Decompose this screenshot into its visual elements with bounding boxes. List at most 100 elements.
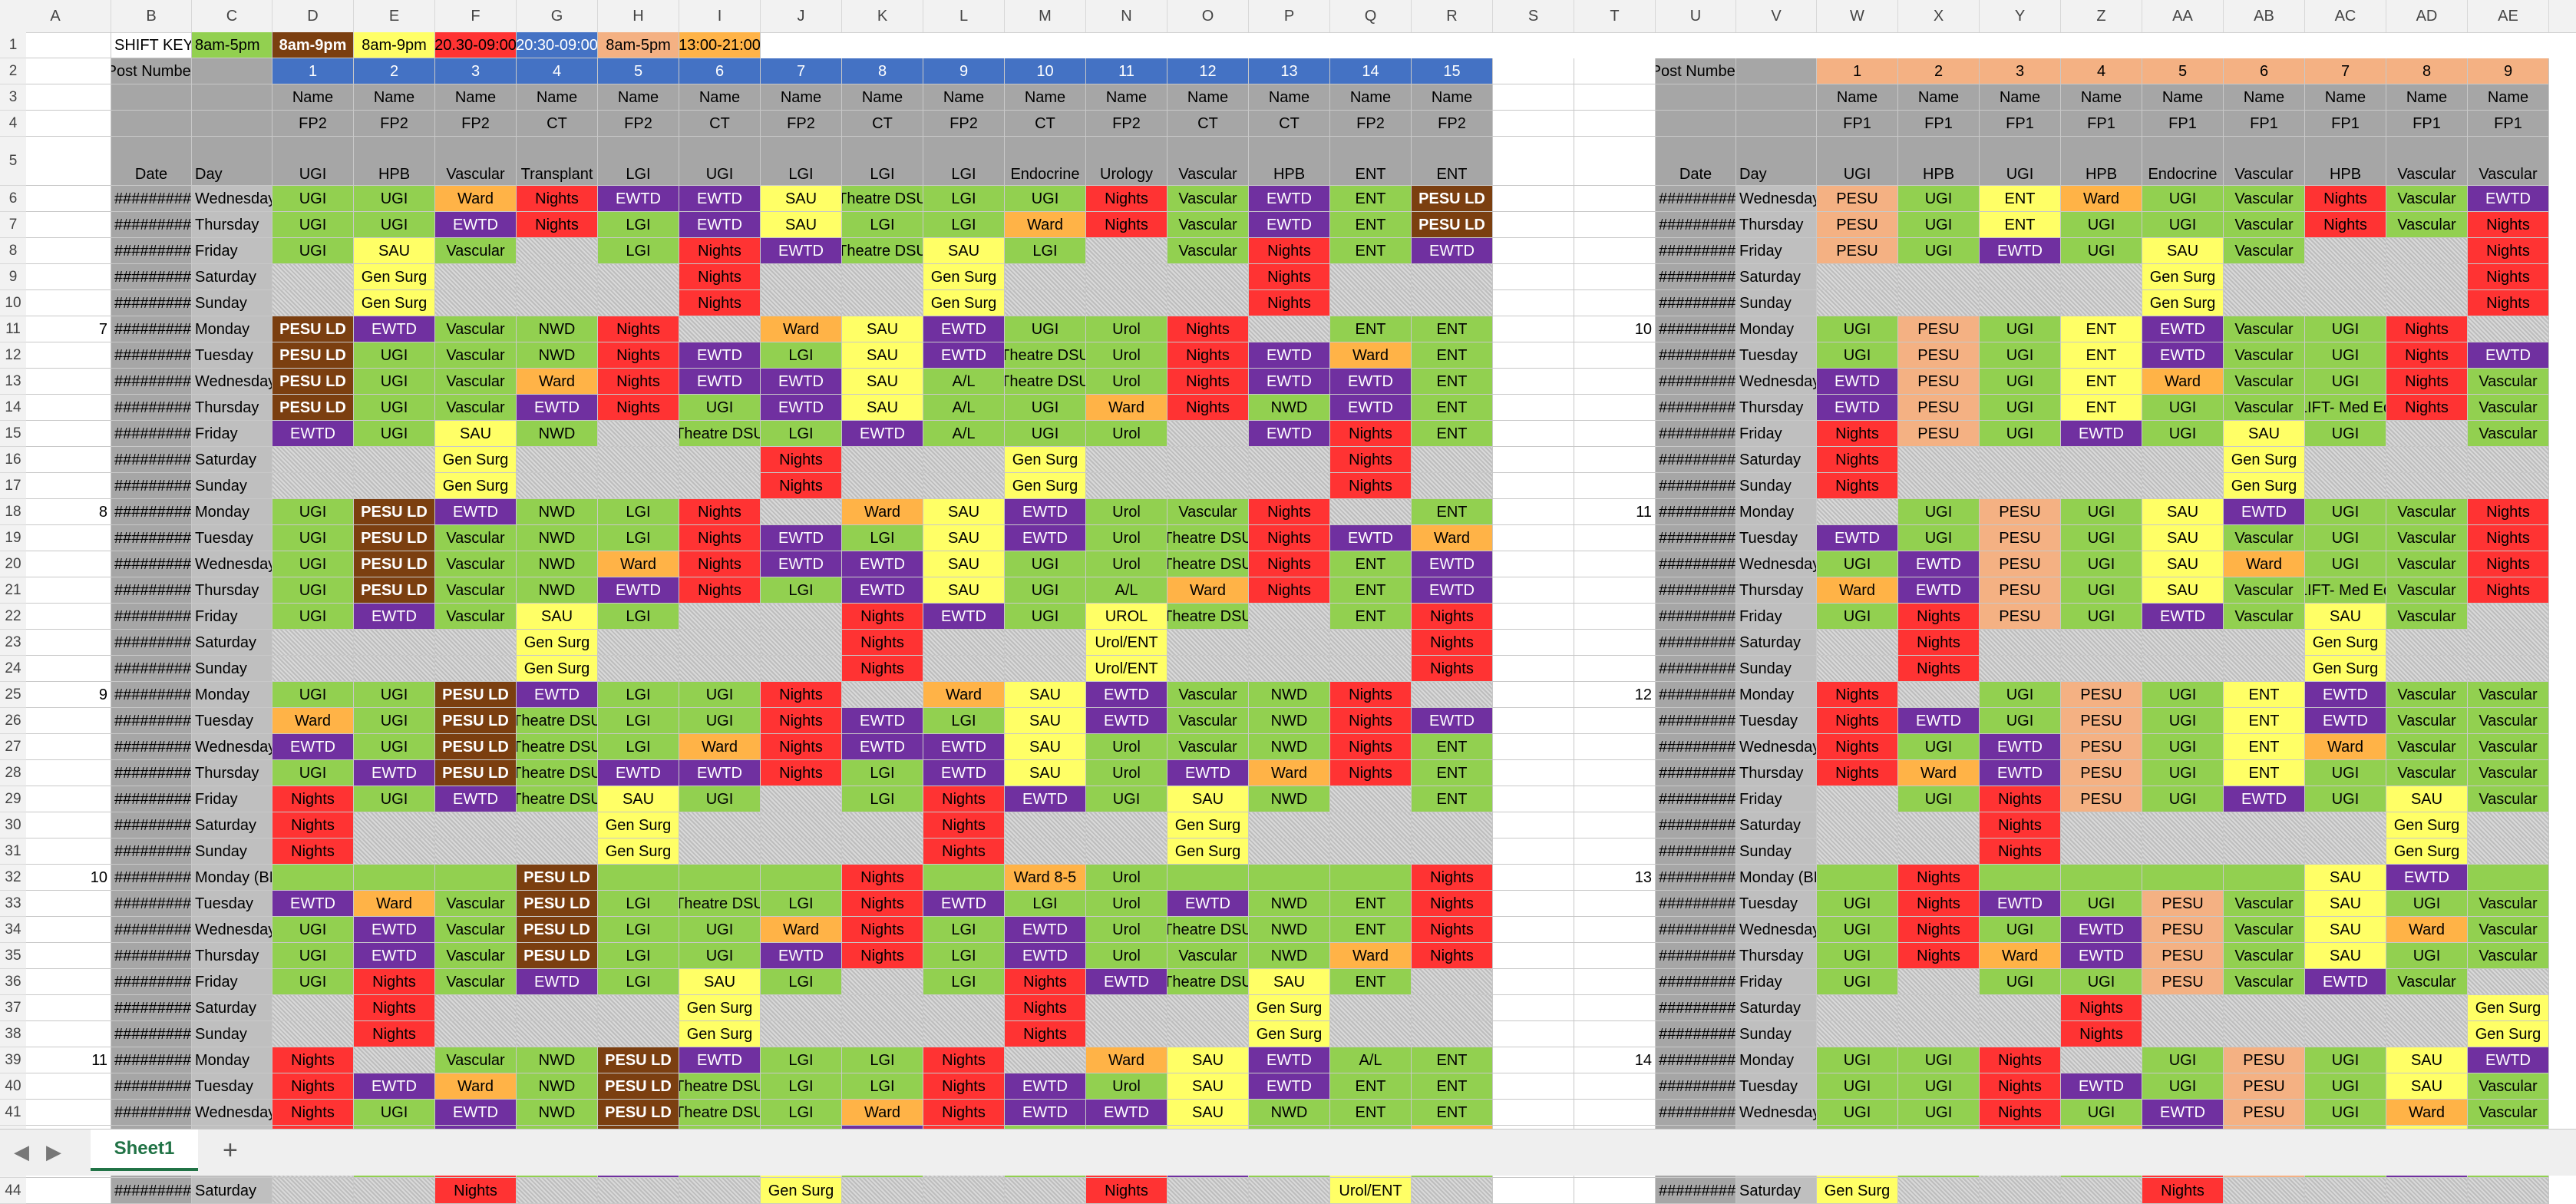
cell-J39[interactable]: LGI	[761, 1047, 842, 1073]
cell-AC30[interactable]	[2305, 812, 2386, 838]
cell-B3[interactable]	[111, 84, 192, 111]
row-header-8[interactable]: 8	[0, 238, 26, 264]
cell-R8[interactable]: EWTD	[1412, 238, 1493, 264]
cell-AA25[interactable]: UGI	[2142, 682, 2224, 708]
cell-F27[interactable]: PESU LD	[435, 734, 517, 760]
cell-I33[interactable]: Theatre DSU	[679, 891, 761, 917]
cell-H20[interactable]: Ward	[598, 551, 679, 577]
cell-Y28[interactable]: EWTD	[1980, 760, 2061, 786]
row-header-41[interactable]: 41	[0, 1100, 26, 1126]
cell-T29[interactable]	[1574, 786, 1656, 812]
cell-O18[interactable]: Vascular	[1167, 499, 1249, 525]
cell-M37[interactable]: Nights	[1005, 995, 1086, 1021]
cell-F2[interactable]: 3	[435, 58, 517, 84]
row-header-40[interactable]: 40	[0, 1073, 26, 1100]
cell-F7[interactable]: EWTD	[435, 212, 517, 238]
cell-J34[interactable]: Ward	[761, 917, 842, 943]
cell-G5[interactable]: Transplant	[517, 137, 598, 186]
cell-AB37[interactable]	[2224, 995, 2305, 1021]
cell-Y26[interactable]: UGI	[1980, 708, 2061, 734]
cell-X9[interactable]	[1898, 264, 1980, 290]
cell-O9[interactable]	[1167, 264, 1249, 290]
cell-AE13[interactable]: Vascular	[2468, 369, 2549, 395]
row-header-19[interactable]: 19	[0, 525, 26, 551]
cell-M16[interactable]: Gen Surg	[1005, 447, 1086, 473]
cell-S3[interactable]	[1493, 84, 1574, 111]
cell-W19[interactable]: EWTD	[1817, 525, 1898, 551]
cell-AE11[interactable]	[2468, 316, 2549, 342]
cell-AA10[interactable]: Gen Surg	[2142, 290, 2224, 316]
cell-C29[interactable]: Friday	[192, 786, 272, 812]
row-header-39[interactable]: 39	[0, 1047, 26, 1073]
cell-O28[interactable]: EWTD	[1167, 760, 1249, 786]
cell-F41[interactable]: EWTD	[435, 1100, 517, 1126]
cell-G29[interactable]: Theatre DSU	[517, 786, 598, 812]
cell-AE4[interactable]: FP1	[2468, 111, 2549, 137]
cell-R44[interactable]	[1412, 1178, 1493, 1204]
cell-AD6[interactable]: Vascular	[2386, 186, 2468, 212]
cell-D15[interactable]: EWTD	[272, 421, 354, 447]
cell-AE7[interactable]: Nights	[2468, 212, 2549, 238]
row-header-37[interactable]: 37	[0, 995, 26, 1021]
cell-A13[interactable]	[26, 369, 111, 395]
cell-Z23[interactable]	[2061, 630, 2142, 656]
cell-G4[interactable]: CT	[517, 111, 598, 137]
cell-AB27[interactable]: ENT	[2224, 734, 2305, 760]
cell-X16[interactable]	[1898, 447, 1980, 473]
cell-B2[interactable]: Post Number	[111, 58, 192, 84]
cell-M7[interactable]: Ward	[1005, 212, 1086, 238]
cell-O30[interactable]: Gen Surg	[1167, 812, 1249, 838]
cell-N19[interactable]: Urol	[1086, 525, 1167, 551]
cell-AA26[interactable]: UGI	[2142, 708, 2224, 734]
cell-X25[interactable]	[1898, 682, 1980, 708]
cell-D5[interactable]: UGI	[272, 137, 354, 186]
cell-X17[interactable]	[1898, 473, 1980, 499]
cell-N17[interactable]	[1086, 473, 1167, 499]
cell-T6[interactable]	[1574, 186, 1656, 212]
cell-Y27[interactable]: EWTD	[1980, 734, 2061, 760]
cell-B40[interactable]: ##########	[111, 1073, 192, 1100]
cell-AB21[interactable]: Vascular	[2224, 577, 2305, 604]
cell-AC41[interactable]: UGI	[2305, 1100, 2386, 1126]
cell-B32[interactable]: ##########	[111, 865, 192, 891]
cell-D34[interactable]: UGI	[272, 917, 354, 943]
cell-AE33[interactable]: Vascular	[2468, 891, 2549, 917]
cell-L13[interactable]: A/L	[923, 369, 1005, 395]
cell-W13[interactable]: EWTD	[1817, 369, 1898, 395]
cell-A35[interactable]	[26, 943, 111, 969]
cell-V14[interactable]: Thursday	[1736, 395, 1817, 421]
add-sheet-icon[interactable]: +	[223, 1136, 238, 1165]
cell-E24[interactable]	[354, 656, 435, 682]
cell-AA28[interactable]: UGI	[2142, 760, 2224, 786]
cell-J13[interactable]: EWTD	[761, 369, 842, 395]
cell-U16[interactable]: ##########	[1656, 447, 1736, 473]
cell-T21[interactable]	[1574, 577, 1656, 604]
cell-H1[interactable]: 8am-5pm	[598, 32, 679, 58]
cell-A27[interactable]	[26, 734, 111, 760]
cell-R12[interactable]: ENT	[1412, 342, 1493, 369]
cell-U29[interactable]: ##########	[1656, 786, 1736, 812]
cell-G44[interactable]	[517, 1178, 598, 1204]
cell-AA35[interactable]: PESU	[2142, 943, 2224, 969]
cell-K34[interactable]: Nights	[842, 917, 923, 943]
cell-C44[interactable]: Saturday	[192, 1178, 272, 1204]
cell-C41[interactable]: Wednesday	[192, 1100, 272, 1126]
cell-AC6[interactable]: Nights	[2305, 186, 2386, 212]
cell-N36[interactable]: EWTD	[1086, 969, 1167, 995]
cell-B38[interactable]: ##########	[111, 1021, 192, 1047]
cell-AB8[interactable]: Vascular	[2224, 238, 2305, 264]
cell-G14[interactable]: EWTD	[517, 395, 598, 421]
cell-Q2[interactable]: 14	[1330, 58, 1412, 84]
cell-I4[interactable]: CT	[679, 111, 761, 137]
cell-AC22[interactable]: SAU	[2305, 604, 2386, 630]
cell-M34[interactable]: EWTD	[1005, 917, 1086, 943]
cell-B6[interactable]: ##########	[111, 186, 192, 212]
cell-D9[interactable]	[272, 264, 354, 290]
cell-N8[interactable]	[1086, 238, 1167, 264]
cell-AA18[interactable]: SAU	[2142, 499, 2224, 525]
cell-A4[interactable]	[26, 111, 111, 137]
cell-Y4[interactable]: FP1	[1980, 111, 2061, 137]
cell-Q34[interactable]: ENT	[1330, 917, 1412, 943]
cell-H22[interactable]: LGI	[598, 604, 679, 630]
cell-H5[interactable]: LGI	[598, 137, 679, 186]
